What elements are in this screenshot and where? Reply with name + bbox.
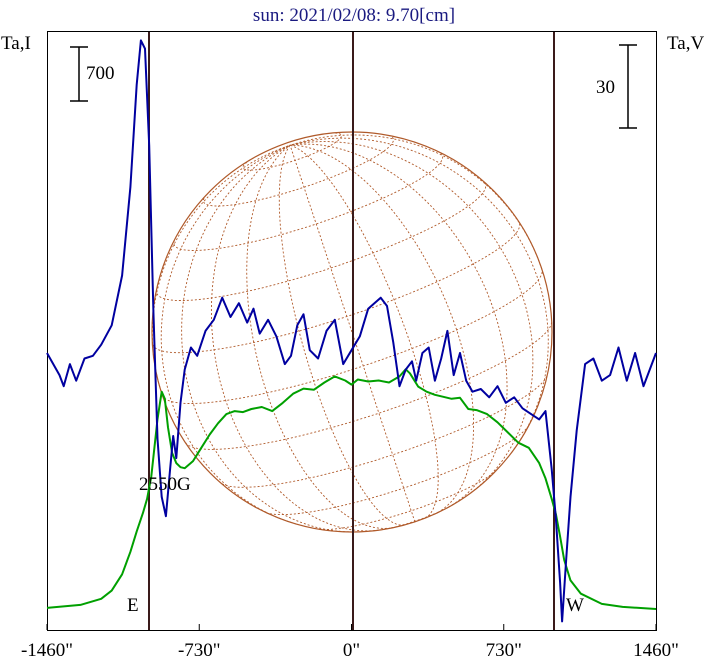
plot-frame <box>47 31 657 631</box>
y-axis-left-label: Ta,I <box>1 33 31 54</box>
longitude-line <box>151 144 291 396</box>
series-polarization <box>46 39 657 623</box>
longitude-line <box>181 144 353 533</box>
longitude-line <box>290 141 534 494</box>
latitude-line <box>152 222 521 354</box>
series-intensity <box>46 368 657 610</box>
east-limb-label: E <box>127 595 139 616</box>
latitude-line <box>155 181 487 301</box>
longitude-line <box>289 144 439 519</box>
longitude-line <box>278 144 405 526</box>
x-tick-label: 0" <box>343 640 360 661</box>
latitude-line <box>265 425 530 516</box>
longitude-line <box>246 144 395 529</box>
field-strength-label: 2550G <box>139 474 191 495</box>
solar-disk <box>151 131 553 533</box>
latitude-line <box>242 132 342 171</box>
latitude-line <box>202 134 394 207</box>
x-tick-label: 1460" <box>633 640 679 661</box>
longitude-line <box>290 144 475 515</box>
y-axis-right-label: Ta,V <box>667 33 704 54</box>
chart-title: sun: 2021/02/08: 9.70[cm] <box>253 5 455 26</box>
x-axis: -1460" -730" 0" 730" 1460" <box>21 624 679 661</box>
x-tick-label: 730" <box>486 640 522 661</box>
latitude-line <box>173 151 444 251</box>
x-tick-label: -1460" <box>21 640 73 661</box>
right-scale-bar <box>619 44 637 129</box>
west-limb-label: W <box>566 595 584 616</box>
left-scale-bar <box>70 46 88 102</box>
longitude-line <box>210 144 380 532</box>
longitude-line <box>290 143 508 508</box>
longitude-line <box>289 137 549 453</box>
x-tick-label: -730" <box>178 640 221 661</box>
latitude-line <box>318 470 497 530</box>
latitude-line <box>379 506 449 531</box>
right-scale-label: 30 <box>596 77 615 98</box>
latitude-line <box>185 321 553 450</box>
latitude-line <box>221 375 548 488</box>
longitude-line <box>289 145 416 522</box>
left-scale-label: 700 <box>86 63 115 84</box>
